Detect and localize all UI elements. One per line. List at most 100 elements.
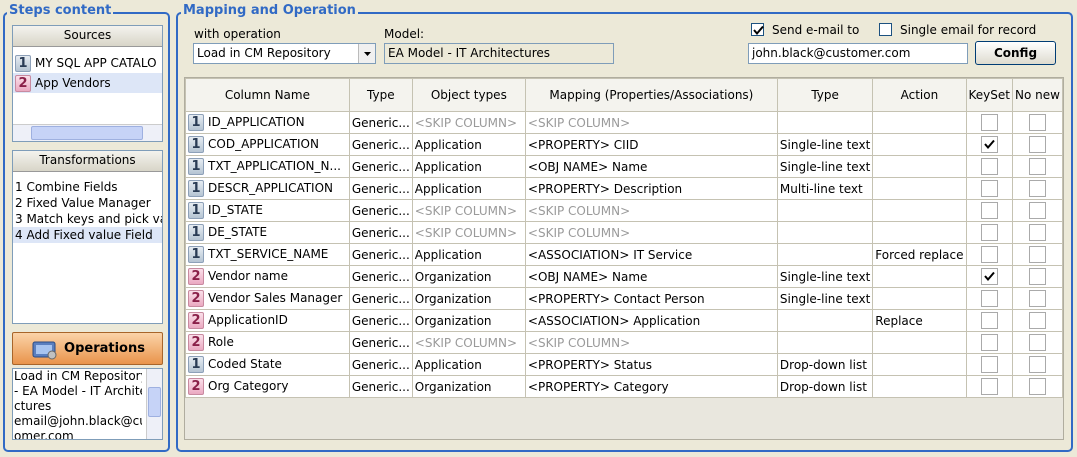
- no-new-cell: [1012, 133, 1063, 156]
- transformation-item[interactable]: 1 Combine Fields: [15, 180, 118, 194]
- table-row[interactable]: 2 Role Generic... <SKIP COLUMN> <SKIP COLUMN…: [185, 331, 1063, 354]
- mapping-table: Column Name Type Object types Mapping (Prop…: [185, 78, 1063, 398]
- type-cell: Generic...: [348, 353, 413, 376]
- table-row[interactable]: 1 COD_APPLICATION Generic... Application <PR…: [185, 133, 1063, 156]
- no-new-cell: [1012, 331, 1063, 354]
- no-new-checkbox[interactable]: [1029, 202, 1046, 219]
- keyset-cell: [965, 375, 1014, 398]
- table-row[interactable]: 2 ApplicationID Generic... Organization <ASS…: [185, 309, 1063, 332]
- no-new-cell: [1012, 375, 1063, 398]
- keyset-checkbox[interactable]: [980, 290, 998, 307]
- object-type-cell: <SKIP COLUMN>: [411, 331, 526, 354]
- table-row[interactable]: 1 ID_APPLICATION Generic... <SKIP COLUMN> <S…: [185, 111, 1063, 134]
- send-email-checkbox[interactable]: [751, 23, 764, 36]
- column-name: Org Category: [208, 379, 289, 393]
- type-cell: Generic...: [348, 177, 413, 200]
- no-new-checkbox[interactable]: [1029, 334, 1046, 351]
- no-new-checkbox[interactable]: [1029, 158, 1046, 175]
- keyset-checkbox[interactable]: [980, 158, 998, 175]
- operations-button[interactable]: Operations: [12, 332, 163, 365]
- operations-icon: [32, 341, 57, 359]
- transformation-item[interactable]: 3 Match keys and pick valu: [15, 212, 162, 226]
- object-type-cell: <SKIP COLUMN>: [411, 221, 526, 244]
- keyset-checkbox[interactable]: [980, 356, 998, 373]
- column-header: Column Name: [185, 78, 350, 112]
- table-row[interactable]: 2 Vendor Sales Manager Generic... Organizat…: [185, 287, 1063, 310]
- no-new-checkbox[interactable]: [1029, 136, 1046, 153]
- keyset-checkbox[interactable]: [980, 334, 998, 351]
- keyset-checkbox[interactable]: [980, 246, 998, 263]
- keyset-cell: [965, 265, 1014, 288]
- source-item[interactable]: 2 App Vendors: [13, 73, 162, 93]
- email-input[interactable]: john.black@customer.com: [748, 43, 968, 64]
- no-new-checkbox[interactable]: [1029, 268, 1046, 285]
- transformations-list: 1 Combine Fields 2 Fixed Value Manager 3 M…: [13, 172, 162, 243]
- operations-summary: Load in CM Repository - EA Model - IT Arc…: [12, 368, 163, 440]
- keyset-cell: [965, 133, 1014, 156]
- column-name: DESCR_APPLICATION: [208, 181, 334, 195]
- table-row[interactable]: 1 DESCR_APPLICATION Generic... Application <…: [185, 177, 1063, 200]
- mapping-cell: <SKIP COLUMN>: [524, 331, 778, 354]
- mapping-cell: <PROPERTY> Description: [524, 177, 778, 200]
- type-cell: Generic...: [348, 331, 413, 354]
- object-type-cell: Application: [411, 353, 526, 376]
- column-name-cell: 1 TXT_APPLICATION_N...: [185, 155, 350, 178]
- source-badge: 1: [188, 158, 204, 175]
- no-new-checkbox[interactable]: [1029, 114, 1046, 131]
- value-type-cell: Single-line text: [776, 287, 874, 310]
- keyset-checkbox[interactable]: [980, 202, 998, 219]
- action-cell: [872, 221, 967, 244]
- scrollbar[interactable]: [13, 124, 162, 141]
- transformations-header: Transformations: [13, 151, 162, 172]
- source-badge: 1: [188, 202, 204, 219]
- value-type-cell: Multi-line text: [776, 177, 874, 200]
- mapping-cell: <PROPERTY> Status: [524, 353, 778, 376]
- table-row[interactable]: 1 TXT_APPLICATION_N... Generic... Applicati…: [185, 155, 1063, 178]
- operation-select[interactable]: Load in CM Repository: [193, 43, 376, 64]
- single-email-checkbox[interactable]: [879, 23, 892, 36]
- table-row[interactable]: 2 Org Category Generic... Organization <PROP…: [185, 375, 1063, 398]
- operation-value: Load in CM Repository: [197, 46, 331, 60]
- type-cell: Generic...: [348, 133, 413, 156]
- no-new-cell: [1012, 199, 1063, 222]
- steps-title: Steps content: [7, 3, 114, 18]
- dropdown-arrow[interactable]: [358, 44, 375, 63]
- no-new-checkbox[interactable]: [1029, 224, 1046, 241]
- table-row[interactable]: 1 TXT_SERVICE_NAME Generic... Application <A…: [185, 243, 1063, 266]
- no-new-checkbox[interactable]: [1029, 378, 1046, 395]
- source-badge: 1: [15, 55, 31, 72]
- type-cell: Generic...: [348, 199, 413, 222]
- no-new-checkbox[interactable]: [1029, 246, 1046, 263]
- keyset-checkbox[interactable]: [980, 180, 998, 197]
- keyset-cell: [965, 221, 1014, 244]
- object-type-cell: Organization: [411, 287, 526, 310]
- keyset-checkbox[interactable]: [980, 224, 998, 241]
- keyset-checkbox[interactable]: [980, 268, 998, 285]
- no-new-checkbox[interactable]: [1029, 312, 1046, 329]
- scrollbar[interactable]: [146, 369, 162, 439]
- column-header: KeySet: [965, 78, 1014, 112]
- keyset-checkbox[interactable]: [980, 312, 998, 329]
- no-new-checkbox[interactable]: [1029, 180, 1046, 197]
- transformation-item[interactable]: 4 Add Fixed value Field: [13, 227, 162, 243]
- keyset-checkbox[interactable]: [980, 136, 998, 153]
- keyset-checkbox[interactable]: [980, 378, 998, 395]
- column-header: No new: [1012, 78, 1063, 112]
- table-row[interactable]: 1 Coded State Generic... Application <PROPER…: [185, 353, 1063, 376]
- mapping-cell: <SKIP COLUMN>: [524, 199, 778, 222]
- operations-line: - EA Model - IT Archite: [14, 384, 142, 398]
- source-item[interactable]: 1 MY SQL APP CATALO: [13, 53, 162, 73]
- type-cell: Generic...: [348, 375, 413, 398]
- column-name: COD_APPLICATION: [208, 137, 319, 151]
- table-row[interactable]: 1 ID_STATE Generic... <SKIP COLUMN> <SKIP CO…: [185, 199, 1063, 222]
- source-badge: 2: [188, 378, 204, 395]
- config-button[interactable]: Config: [975, 41, 1056, 65]
- no-new-checkbox[interactable]: [1029, 290, 1046, 307]
- no-new-checkbox[interactable]: [1029, 356, 1046, 373]
- table-row[interactable]: 2 Vendor name Generic... Organization <OBJ N…: [185, 265, 1063, 288]
- mapping-cell: <ASSOCIATION> IT Service: [524, 243, 778, 266]
- table-row[interactable]: 1 DE_STATE Generic... <SKIP COLUMN> <SKIP CO…: [185, 221, 1063, 244]
- mapping-cell: <PROPERTY> Category: [524, 375, 778, 398]
- keyset-checkbox[interactable]: [980, 114, 998, 131]
- transformation-item[interactable]: 2 Fixed Value Manager: [15, 196, 151, 210]
